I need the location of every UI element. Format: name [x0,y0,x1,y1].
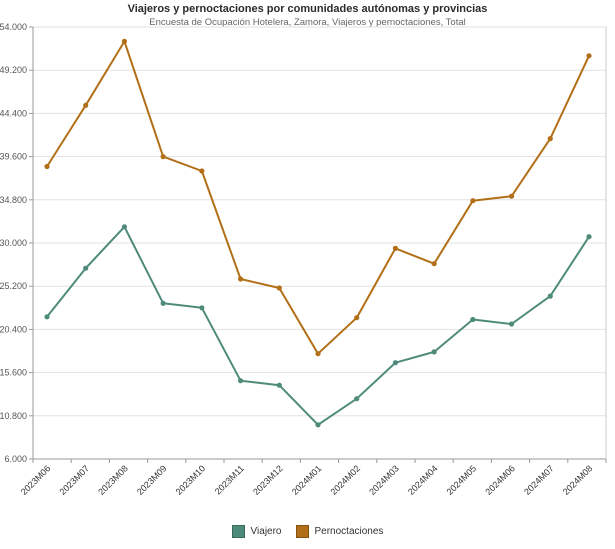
x-axis-label: 2024M01 [290,463,324,497]
data-point-viajero-2024M04[interactable] [431,349,437,355]
y-axis-label: 6.000 [4,454,27,464]
data-point-pernoctaciones-2023M06[interactable] [44,163,50,170]
data-point-pernoctaciones-2024M07[interactable] [547,136,553,142]
y-axis-label: 20.400 [0,324,27,334]
pernoctaciones-series-swatch-icon [295,525,309,538]
data-point-pernoctaciones-2023M09[interactable] [160,154,166,160]
line-chart-canvas: 6.000 10.800 15.600 20.400 25.200 30.000 34.80… [0,22,607,497]
legend-label: Pernoctaciones [314,526,384,537]
x-axis-label: 2023M08 [96,463,130,497]
x-axis-label: 2023M11 [213,463,246,496]
data-point-pernoctaciones-2023M12[interactable] [276,285,282,291]
x-axis-label: 2024M08 [561,463,595,497]
legend-item-pernoctaciones[interactable]: Pernoctaciones [295,525,384,538]
data-point-viajero-2023M06[interactable] [44,314,50,320]
data-point-viajero-2023M10[interactable] [199,305,205,311]
legend-item-viajero[interactable]: Viajero [231,525,282,538]
data-point-viajero-2024M08[interactable] [586,234,592,240]
x-axis-label: 2023M09 [135,463,169,497]
legend-label: Viajero [250,526,282,537]
x-axis-label: 2024M04 [406,463,440,497]
data-point-viajero-2023M11[interactable] [237,378,244,384]
y-axis-label: 44.400 [0,108,27,118]
y-axis-label: 39.600 [0,152,27,162]
x-axis-label: 2024M05 [445,463,479,497]
data-point-pernoctaciones-2024M08[interactable] [586,53,592,59]
x-axis-label: 2024M02 [329,463,363,497]
y-axis-label: 15.600 [0,368,27,378]
series-line-viajero [46,225,590,426]
data-point-viajero-2024M03[interactable] [392,360,399,366]
y-axis-label: 30.000 [0,238,27,248]
data-point-viajero-2024M07[interactable] [547,293,553,299]
x-axis-label: 2024M03 [367,463,401,497]
data-point-viajero-2024M02[interactable] [354,396,360,402]
data-point-pernoctaciones-2024M05[interactable] [470,198,476,204]
data-point-pernoctaciones-2023M07[interactable] [83,102,89,108]
data-point-pernoctaciones-2024M06[interactable] [508,193,515,199]
x-axis-label: 2023M06 [19,463,53,497]
data-point-pernoctaciones-2024M03[interactable] [392,245,399,251]
data-point-viajero-2023M09[interactable] [160,300,166,306]
chart-title: Viajeros y pernoctaciones por comunidade… [127,3,488,15]
y-axis-label: 10.800 [0,411,27,421]
viajero-series-swatch-icon [231,525,245,538]
data-point-pernoctaciones-2024M04[interactable] [431,261,437,267]
x-axis-label: 2024M06 [483,463,517,497]
y-axis-label: 25.200 [0,281,27,291]
y-axis-label: 49.200 [0,65,27,75]
data-point-viajero-2024M06[interactable] [508,321,515,327]
data-point-pernoctaciones-2023M10[interactable] [199,168,205,174]
data-point-viajero-2024M05[interactable] [470,316,476,323]
y-axis-label: 54.000 [0,22,27,32]
y-axis-label: 34.800 [0,195,27,205]
data-point-viajero-2023M12[interactable] [276,382,282,388]
data-point-pernoctaciones-2023M08[interactable] [121,38,128,44]
data-point-viajero-2024M01[interactable] [315,422,321,428]
x-axis-label: 2024M07 [522,463,556,497]
chart-legend: Viajero Pernoctaciones [0,525,615,538]
x-axis-label: 2023M10 [174,463,208,497]
data-point-pernoctaciones-2024M01[interactable] [315,351,321,357]
series-line-pernoctaciones [46,40,590,355]
chart-subtitle: Encuesta de Ocupación Hotelera, Zamora, … [149,17,466,28]
x-axis-label: 2023M12 [251,463,285,497]
x-axis-label: 2023M07 [58,463,92,497]
data-point-viajero-2023M08[interactable] [121,224,128,230]
data-point-pernoctaciones-2024M02[interactable] [354,315,360,321]
data-point-viajero-2023M07[interactable] [83,265,89,271]
data-point-pernoctaciones-2023M11[interactable] [237,276,244,282]
